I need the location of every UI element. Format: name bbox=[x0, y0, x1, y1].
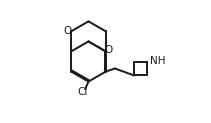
Text: O: O bbox=[64, 26, 72, 36]
Text: O: O bbox=[105, 46, 113, 55]
Text: Cl: Cl bbox=[77, 87, 88, 97]
Text: NH: NH bbox=[150, 56, 165, 66]
